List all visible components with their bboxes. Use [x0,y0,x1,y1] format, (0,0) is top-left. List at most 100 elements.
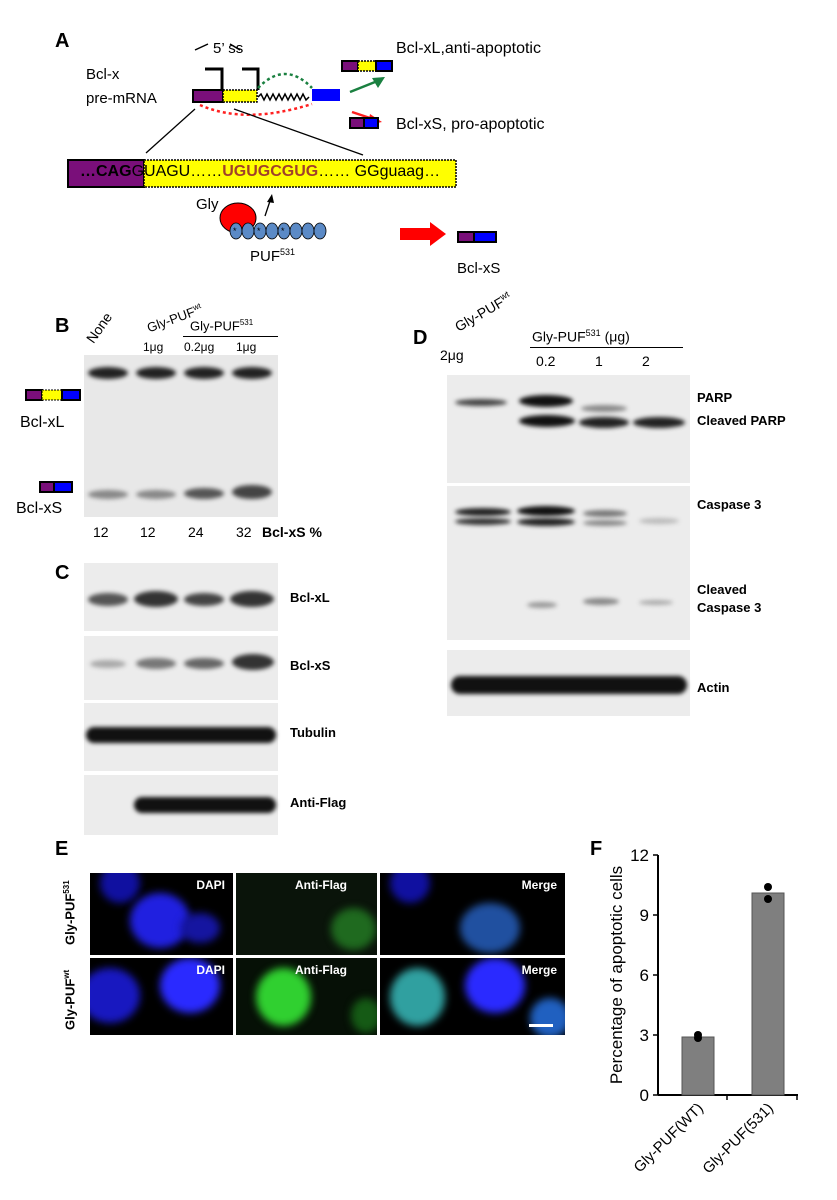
blot-actin [447,650,690,716]
data-point [694,1034,702,1042]
image-531-dapi: DAPI [90,873,233,955]
percent-1: 12 [93,524,109,540]
row-label-531: Gly-PUF531 [62,880,77,945]
d-wt-dose: 2μg [440,347,464,363]
d-label-actin: Actin [697,680,730,695]
big-arrow [400,222,446,246]
d-dose-3: 2 [642,353,650,369]
gly-label: Gly [196,196,219,213]
arrow-xl [372,77,385,88]
y-tick-label: 9 [640,906,649,925]
percent-3: 24 [188,524,204,540]
image-wt-dapi: DAPI [90,958,233,1035]
alt-exon [222,89,258,103]
d-divider [530,347,683,348]
scale-bar [529,1024,553,1027]
row-wt-text: Gly-PUF [62,978,78,1030]
product-xl-label: Bcl-xL,anti-apoptotic [396,40,541,57]
image-wt-merge: Merge [380,958,565,1035]
label-merge-1: Merge [521,878,557,892]
blot-caspase3 [447,486,690,640]
puf-sup: 531 [280,247,296,257]
lane-531-dose1: 0.2μg [184,340,215,354]
image-531-flag: Anti-Flag [236,873,377,955]
blot-bcl-xl [84,563,278,631]
y-tick-label: 12 [630,846,649,865]
d-mut-unit: (μg) [600,328,630,345]
blot-label-bcl-xs: Bcl-xS [290,658,331,673]
lane-531-sup: 531 [239,318,254,327]
x-tick-label: Gly-PUF(531) [699,1100,776,1177]
d-label-cleaved-caspase3: Caspase 3 [697,600,762,615]
d-label-parp: PARP [697,390,733,405]
d-wt-text: Gly-PUF [452,293,507,335]
lane-531: Gly-PUF531 [190,318,253,333]
puf-repeats [229,222,327,240]
percent-label: Bcl-xS % [262,524,322,540]
panel-label-f: F [590,838,603,860]
d-mut-label: Gly-PUF531 (μg) [532,328,630,345]
panel-label-e: E [55,838,69,860]
band-icons [25,389,81,493]
bar [751,892,785,1096]
row-531-text: Gly-PUF [62,893,78,945]
blot-label-tubulin: Tubulin [290,725,336,740]
xl-splice-path [257,72,313,89]
row-531-sup: 531 [62,880,71,894]
y-axis-label: Percentage of apoptotic cells [607,866,626,1084]
premrna-label: Bcl-x [86,66,120,83]
puf-text: PUF [250,248,280,265]
image-wt-flag: Anti-Flag [236,958,377,1035]
intron [257,92,310,102]
svg-text:*: * [281,226,285,236]
row-label-wt: Gly-PUFwt [62,970,77,1030]
bar [681,1036,715,1096]
product-xs-label: Bcl-xS, pro-apoptotic [396,116,545,133]
svg-text:*: * [257,226,261,236]
percent-4: 32 [236,524,252,540]
result-label: Bcl-xS [457,260,501,277]
d-dose-2: 1 [595,353,603,369]
band-label-xl: Bcl-xL [20,414,65,431]
y-tick-label: 0 [640,1086,649,1105]
d-mut-text: Gly-PUF [532,328,586,345]
sequence: …CAGGUAGU……UGUGCGUG…… GGguaag… [80,163,440,181]
panel-label-d: D [413,327,428,349]
label-dapi-2: DAPI [196,963,225,977]
image-531-merge: Merge [380,873,565,955]
data-point [764,895,772,903]
blot-label-anti-flag: Anti-Flag [290,795,347,810]
splice-site-label: 5’ ss [213,40,244,57]
seq-part2: …… GG [318,163,380,180]
exon2 [312,89,340,101]
percent-2: 12 [140,524,156,540]
panel-label-b: B [55,315,70,337]
band-label-xs: Bcl-xS [16,500,63,517]
blot-bcl-xs [84,636,278,700]
lane-531-dose2: 1μg [236,340,257,354]
xs-splice-path [199,102,313,116]
data-point [764,883,772,891]
seq-suffix: guaag… [379,163,441,180]
premrna-label-2: pre-mRNA [86,90,157,107]
lane-divider [183,336,278,337]
row-wt-sup: wt [62,969,71,979]
blot-tubulin [84,703,278,771]
y-tick-label: 3 [640,1026,649,1045]
blot-parp [447,375,690,483]
lane-531-text: Gly-PUF [190,318,240,334]
label-merge-2: Merge [521,963,557,977]
d-label-cleaved: Cleaved [697,582,747,597]
seq-part1: GUAGU…… [131,163,223,180]
blot-label-bcl-xl: Bcl-xL [290,590,330,605]
panel-label-a: A [55,30,70,52]
lane-wt-sup: wt [191,301,203,313]
label-dapi-1: DAPI [196,878,225,892]
seq-motif: UGUGCGUG [222,163,319,180]
d-label-cleaved-parp: Cleaved PARP [697,413,786,428]
exon1 [192,89,224,103]
panel-label-c: C [55,562,70,584]
gel-b [84,355,278,517]
